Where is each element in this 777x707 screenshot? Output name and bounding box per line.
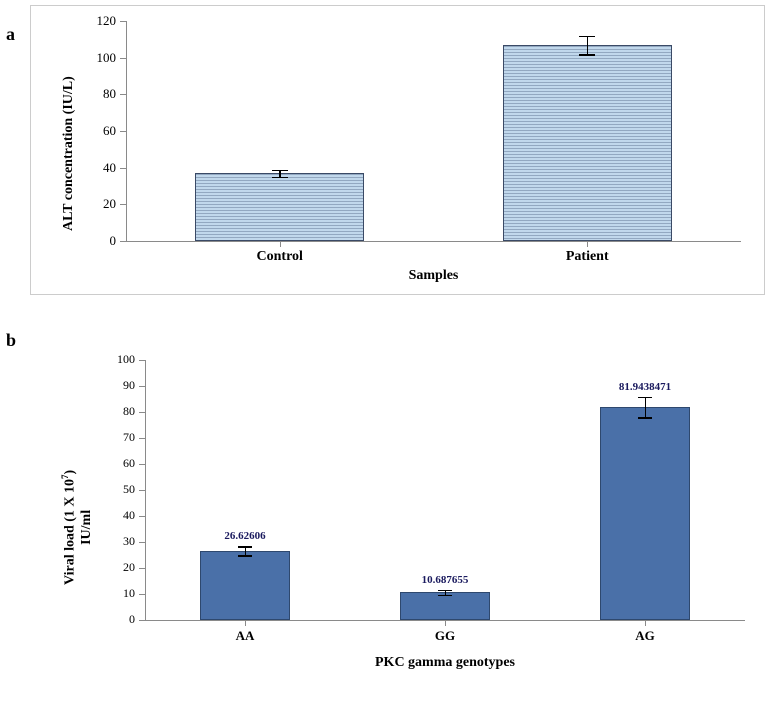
y-tick <box>120 21 126 22</box>
chart-bar <box>195 173 364 241</box>
chart-b-plot: 0102030405060708090100AA26.62606GG10.687… <box>145 360 745 620</box>
y-tick-label: 0 <box>76 233 116 249</box>
error-cap <box>579 54 595 56</box>
x-tick <box>245 620 246 626</box>
chart-b-y-title-line1: Viral load (1 X 107) <box>60 470 79 585</box>
error-cap <box>238 555 252 557</box>
y-tick <box>120 241 126 242</box>
x-category-label: GG <box>345 628 545 644</box>
y-tick-label: 0 <box>95 612 135 627</box>
chart-bar <box>400 592 490 620</box>
error-cap <box>238 546 252 548</box>
error-cap <box>638 417 652 419</box>
y-tick-label: 60 <box>76 123 116 139</box>
y-tick <box>139 516 145 517</box>
error-cap <box>272 170 288 172</box>
error-bar <box>587 36 589 54</box>
y-tick <box>120 58 126 59</box>
bar-value-label: 81.9438471 <box>545 381 745 393</box>
y-tick <box>139 360 145 361</box>
error-cap <box>272 177 288 179</box>
y-tick-label: 80 <box>95 404 135 419</box>
y-tick-label: 20 <box>95 560 135 575</box>
y-tick <box>120 168 126 169</box>
y-tick <box>139 542 145 543</box>
bar-value-label: 10.687655 <box>345 574 545 586</box>
x-category-label: Control <box>126 249 434 265</box>
chart-bar <box>200 551 290 620</box>
x-tick <box>280 241 281 247</box>
chart-b-y-title-line2: IU/ml <box>79 470 95 585</box>
page: a 020406080100120ControlPatient ALT conc… <box>0 0 777 707</box>
error-bar <box>645 397 647 418</box>
x-category-label: Patient <box>434 249 742 265</box>
chart-bar <box>503 45 672 241</box>
x-tick <box>587 241 588 247</box>
y-tick-label: 100 <box>95 352 135 367</box>
error-cap <box>638 397 652 399</box>
y-tick-label: 40 <box>76 160 116 176</box>
bar-value-label: 26.62606 <box>145 530 345 542</box>
y-tick-label: 100 <box>76 50 116 66</box>
y-tick-label: 60 <box>95 456 135 471</box>
chart-b: 0 10 20 30 40 50 60 70 80 90 100 AA 26.62606 GG 10.687… <box>30 335 765 695</box>
y-tick-label: 20 <box>76 196 116 212</box>
error-cap <box>438 595 452 597</box>
x-tick <box>445 620 446 626</box>
y-tick-label: 10 <box>95 586 135 601</box>
y-tick <box>139 568 145 569</box>
y-tick <box>139 386 145 387</box>
y-tick <box>120 94 126 95</box>
y-tick-label: 80 <box>76 86 116 102</box>
y-tick <box>139 438 145 439</box>
x-category-label: AA <box>145 628 345 644</box>
chart-b-y-axis <box>145 360 146 620</box>
chart-a: 020406080100120ControlPatient ALT concen… <box>30 5 765 295</box>
y-tick-label: 40 <box>95 508 135 523</box>
y-tick <box>139 490 145 491</box>
error-cap <box>579 36 595 38</box>
chart-a-x-title: Samples <box>126 268 741 284</box>
x-category-label: AG <box>545 628 745 644</box>
y-tick-label: 30 <box>95 534 135 549</box>
panel-a-label: a <box>6 24 15 45</box>
y-tick <box>120 131 126 132</box>
y-tick <box>139 594 145 595</box>
chart-b-x-title: PKC gamma genotypes <box>145 655 745 671</box>
y-tick <box>139 464 145 465</box>
y-tick-label: 120 <box>76 13 116 29</box>
y-tick-label: 70 <box>95 430 135 445</box>
y-tick <box>139 620 145 621</box>
y-tick <box>139 412 145 413</box>
chart-a-x-axis <box>126 241 741 242</box>
panel-b-label: b <box>6 330 16 351</box>
y-tick-label: 90 <box>95 378 135 393</box>
chart-bar <box>600 407 690 620</box>
chart-a-y-title: ALT concentration (IU/L) <box>61 76 77 231</box>
y-tick <box>120 204 126 205</box>
chart-b-y-title: Viral load (1 X 107) IU/ml <box>60 470 95 585</box>
error-cap <box>438 590 452 592</box>
y-tick-label: 50 <box>95 482 135 497</box>
chart-a-y-axis <box>126 21 127 241</box>
chart-a-plot: 020406080100120ControlPatient <box>126 21 741 241</box>
x-tick <box>645 620 646 626</box>
